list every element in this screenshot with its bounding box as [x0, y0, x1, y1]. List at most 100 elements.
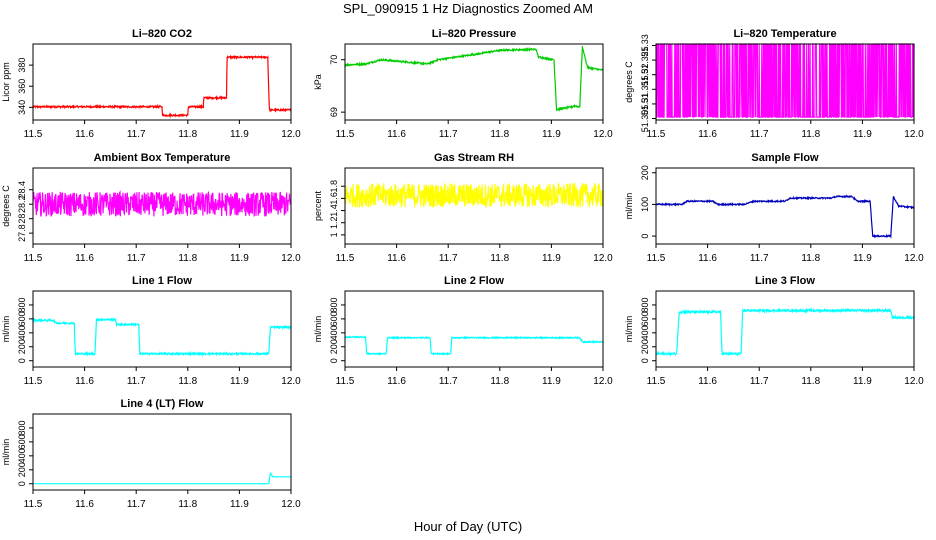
y-axis-label: ml/min: [1, 316, 11, 343]
x-tick-label: 11.7: [127, 253, 146, 264]
panel-title: Li–820 Temperature: [733, 28, 836, 40]
y-tick-label: 600: [640, 311, 650, 326]
x-tick-label: 11.7: [439, 376, 458, 387]
panel-title: Line 4 (LT) Flow: [121, 398, 204, 410]
x-tick-label: 11.8: [801, 253, 820, 264]
y-axis-label: ml/min: [624, 316, 634, 343]
y-axis-label: ml/min: [1, 439, 11, 466]
panel-title: Line 2 Flow: [444, 275, 504, 287]
y-tick-label: 51.32: [640, 63, 650, 86]
y-tick-label: 0: [640, 358, 650, 363]
y-tick-label: 51.33: [640, 34, 650, 57]
y-tick-label: 400: [17, 448, 27, 463]
y-tick-label: 28.4: [17, 181, 27, 199]
plot-frame: [344, 167, 604, 245]
y-axis-label: ml/min: [313, 316, 323, 343]
series-line: [656, 43, 915, 118]
x-tick-label: 11.9: [230, 253, 249, 264]
x-tick-label: 12.0: [281, 499, 301, 510]
x-tick-label: 11.9: [853, 376, 872, 387]
y-tick-label: 51.325: [640, 46, 650, 74]
panel-title: Line 1 Flow: [132, 275, 192, 287]
x-tick-label: 11.6: [387, 376, 406, 387]
x-tick-label: 11.7: [750, 129, 769, 140]
x-tick-label: 11.5: [24, 499, 43, 510]
y-tick-label: 800: [17, 420, 27, 435]
y-tick-label: 1.2: [329, 216, 339, 229]
x-tick-label: 12.0: [281, 129, 301, 140]
x-tick-label: 11.5: [647, 376, 666, 387]
x-tick-label: 11.9: [542, 253, 561, 264]
plot-frame: [32, 413, 292, 491]
y-tick-label: 600: [17, 434, 27, 449]
x-axis-label: Hour of Day (UTC): [414, 519, 522, 534]
x-tick-label: 12.0: [593, 376, 613, 387]
x-tick-label: 12.0: [904, 376, 924, 387]
x-tick-label: 11.8: [490, 376, 509, 387]
y-axis-label: percent: [313, 190, 323, 221]
y-tick-label: 400: [17, 325, 27, 340]
y-tick-label: 1.4: [329, 204, 339, 217]
x-tick-label: 11.6: [698, 129, 717, 140]
y-tick-label: 69: [329, 107, 339, 117]
y-tick-label: 600: [329, 311, 339, 326]
x-tick-label: 11.6: [387, 129, 406, 140]
y-tick-label: 200: [17, 339, 27, 354]
y-tick-label: 200: [640, 165, 650, 180]
x-tick-label: 11.9: [542, 376, 561, 387]
y-tick-label: 0: [17, 481, 27, 486]
y-axis-label: degrees C: [1, 185, 11, 227]
x-tick-label: 11.9: [230, 376, 249, 387]
y-tick-label: 100: [640, 197, 650, 212]
y-tick-label: 380: [17, 58, 27, 73]
y-axis-label: degrees C: [624, 61, 634, 103]
series-line: [655, 194, 915, 239]
x-tick-label: 11.7: [439, 129, 458, 140]
x-tick-label: 11.9: [853, 253, 872, 264]
x-tick-label: 11.5: [336, 376, 355, 387]
y-tick-label: 28: [17, 214, 27, 224]
series-line: [344, 46, 604, 112]
y-tick-label: 360: [17, 79, 27, 94]
panel-title: Li–820 CO2: [132, 28, 192, 40]
x-tick-label: 11.8: [178, 499, 197, 510]
y-tick-label: 200: [329, 339, 339, 354]
x-tick-label: 12.0: [593, 253, 613, 264]
y-tick-label: 51.305: [640, 105, 650, 133]
plot-frame: [655, 43, 915, 121]
x-tick-label: 11.9: [853, 129, 872, 140]
x-tick-label: 11.5: [647, 129, 666, 140]
x-tick-label: 11.5: [647, 253, 666, 264]
x-tick-label: 11.7: [127, 129, 146, 140]
y-tick-label: 27.8: [17, 224, 27, 242]
x-tick-label: 11.6: [698, 376, 717, 387]
x-tick-label: 12.0: [281, 253, 301, 264]
x-tick-label: 11.6: [75, 376, 94, 387]
series-line: [655, 307, 915, 357]
chart-panel: Li–820 CO2 Licor ppm 340 360 380 11.5 11.6 11.7…: [1, 28, 301, 140]
plot-frame: [344, 43, 604, 121]
y-tick-label: 800: [640, 297, 650, 312]
x-tick-label: 11.5: [24, 253, 43, 264]
y-tick-label: 340: [17, 100, 27, 115]
series-line: [32, 316, 292, 357]
x-tick-label: 11.8: [178, 376, 197, 387]
plot-frame: [655, 167, 915, 245]
x-tick-label: 11.7: [750, 376, 769, 387]
x-tick-label: 12.0: [904, 129, 924, 140]
x-tick-label: 12.0: [593, 129, 613, 140]
y-tick-label: 400: [640, 325, 650, 340]
plot-frame: [32, 290, 292, 368]
panel-title: Line 3 Flow: [755, 275, 815, 287]
y-axis-label: kPa: [313, 74, 323, 90]
y-tick-label: 1: [329, 232, 339, 237]
x-tick-label: 11.7: [439, 253, 458, 264]
x-tick-label: 11.6: [75, 129, 94, 140]
x-tick-label: 11.6: [75, 253, 94, 264]
x-tick-label: 11.5: [336, 129, 355, 140]
y-tick-label: 800: [17, 297, 27, 312]
y-tick-label: 51.31: [640, 93, 650, 116]
